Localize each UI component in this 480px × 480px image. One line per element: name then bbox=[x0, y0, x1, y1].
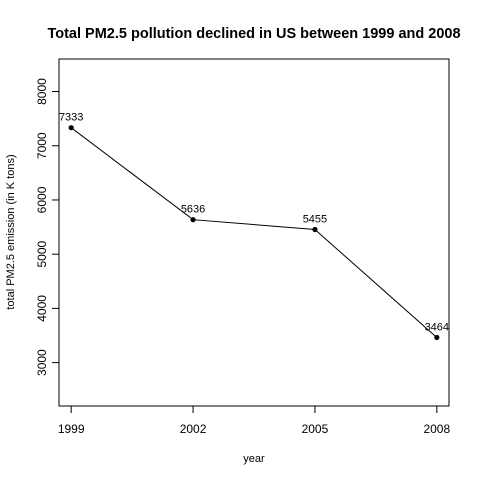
data-point-2002 bbox=[190, 217, 196, 223]
y-tick-label-7000: 7000 bbox=[35, 132, 49, 159]
y-axis-label: total PM2.5 emission (in K tons) bbox=[5, 154, 17, 309]
data-label-2008: 3464 bbox=[425, 321, 449, 333]
plot-frame bbox=[58, 58, 450, 407]
x-tick-label-2002: 2002 bbox=[180, 422, 207, 436]
x-tick-label-2005: 2005 bbox=[302, 422, 329, 436]
y-tick-label-5000: 5000 bbox=[35, 241, 49, 268]
x-axis-label: year bbox=[243, 453, 265, 465]
data-label-1999: 7333 bbox=[59, 112, 83, 124]
data-label-2002: 5636 bbox=[181, 204, 205, 216]
y-tick-label-3000: 3000 bbox=[35, 349, 49, 376]
x-tick-label-1999: 1999 bbox=[58, 422, 85, 436]
y-tick-label-4000: 4000 bbox=[35, 295, 49, 322]
data-point-2005 bbox=[312, 226, 318, 233]
y-tick-label-8000: 8000 bbox=[35, 78, 49, 105]
series-path bbox=[70, 127, 438, 338]
series-line: 7333 5636 5455 3464 bbox=[59, 112, 449, 341]
y-tick-label-6000: 6000 bbox=[35, 186, 49, 213]
chart-title: Total PM2.5 pollution declined in US bet… bbox=[47, 26, 460, 42]
y-axis: 3000 4000 5000 6000 7000 8000 bbox=[35, 78, 59, 376]
x-tick-label-2008: 2008 bbox=[423, 422, 450, 436]
data-point-2008 bbox=[434, 334, 440, 341]
data-label-2005: 5455 bbox=[303, 214, 327, 226]
data-point-1999 bbox=[68, 125, 74, 131]
x-axis: 1999 2002 2005 2008 bbox=[58, 406, 450, 436]
